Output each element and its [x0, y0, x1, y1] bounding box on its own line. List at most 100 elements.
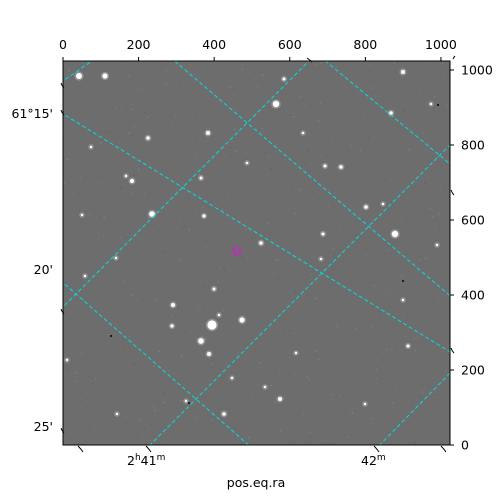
- noise-speck: [392, 330, 395, 332]
- noise-speck: [364, 416, 366, 418]
- star: [206, 131, 210, 135]
- noise-speck: [69, 126, 71, 128]
- noise-speck: [111, 290, 113, 292]
- noise-speck: [233, 94, 235, 96]
- noise-speck: [383, 328, 385, 331]
- noise-speck: [437, 156, 439, 158]
- noise-speck: [68, 69, 70, 72]
- noise-speck: [403, 294, 406, 296]
- noise-speck: [264, 152, 266, 154]
- noise-speck: [236, 213, 239, 216]
- noise-speck: [336, 66, 338, 68]
- noise-speck: [373, 219, 375, 221]
- noise-speck: [323, 160, 325, 162]
- noise-speck: [88, 428, 90, 431]
- noise-speck: [95, 174, 97, 176]
- noise-speck: [303, 413, 305, 415]
- noise-speck: [368, 137, 370, 139]
- noise-speck: [258, 177, 260, 179]
- noise-speck: [79, 177, 81, 179]
- star: [114, 256, 118, 260]
- noise-speck: [371, 280, 373, 283]
- noise-speck: [350, 111, 352, 113]
- star: [401, 298, 405, 302]
- noise-speck: [89, 165, 91, 167]
- noise-speck: [403, 347, 405, 349]
- noise-speck: [245, 149, 247, 151]
- noise-speck: [419, 429, 421, 431]
- star: [146, 136, 150, 140]
- star: [124, 174, 128, 178]
- noise-speck: [70, 381, 72, 383]
- noise-speck: [301, 85, 303, 87]
- noise-speck: [165, 132, 167, 135]
- grid-line: [173, 61, 450, 297]
- noise-speck: [270, 320, 272, 323]
- noise-speck: [429, 404, 432, 406]
- noise-speck: [349, 178, 351, 180]
- noise-speck: [74, 397, 77, 400]
- noise-speck: [74, 372, 77, 374]
- noise-speck: [384, 253, 386, 255]
- noise-speck: [108, 129, 110, 132]
- noise-speck: [420, 233, 423, 235]
- noise-speck: [262, 403, 265, 405]
- noise-speck: [273, 273, 275, 275]
- noise-speck: [145, 165, 147, 167]
- noise-speck: [194, 392, 196, 394]
- star: [115, 412, 119, 416]
- noise-speck: [322, 197, 324, 199]
- noise-speck: [404, 338, 406, 340]
- noise-speck: [444, 74, 446, 77]
- noise-speck: [307, 295, 309, 297]
- noise-speck: [232, 382, 235, 385]
- star: [401, 70, 405, 74]
- noise-speck: [375, 368, 377, 371]
- noise-speck: [370, 165, 372, 167]
- noise-speck: [417, 255, 419, 257]
- noise-speck: [433, 95, 435, 98]
- noise-speck: [169, 248, 171, 250]
- noise-speck: [177, 372, 179, 374]
- noise-speck: [400, 224, 402, 226]
- noise-speck: [165, 83, 167, 85]
- noise-speck: [171, 126, 173, 128]
- noise-speck: [140, 215, 142, 217]
- noise-speck: [365, 158, 368, 160]
- noise-speck: [241, 377, 243, 379]
- noise-speck: [67, 347, 70, 349]
- noise-speck: [213, 73, 216, 75]
- noise-speck: [236, 206, 238, 209]
- noise-speck: [361, 356, 364, 358]
- noise-speck: [376, 344, 378, 347]
- noise-speck: [153, 182, 155, 184]
- noise-speck: [176, 425, 178, 428]
- noise-speck: [183, 415, 185, 417]
- noise-speck: [323, 121, 325, 123]
- noise-speck: [132, 193, 134, 195]
- noise-speck: [97, 441, 99, 443]
- noise-speck: [218, 352, 220, 354]
- noise-speck: [287, 111, 289, 113]
- noise-speck: [95, 221, 97, 223]
- noise-speck: [418, 93, 421, 95]
- noise-speck: [102, 235, 105, 237]
- star: [89, 145, 93, 149]
- noise-speck: [202, 285, 204, 288]
- star: [149, 211, 155, 217]
- noise-speck: [221, 209, 223, 211]
- wcs-tick-marks: [60, 55, 456, 453]
- noise-speck: [405, 336, 407, 338]
- noise-speck: [381, 272, 383, 274]
- noise-speck: [365, 193, 367, 195]
- noise-speck: [309, 436, 311, 438]
- noise-speck: [318, 358, 320, 361]
- noise-speck: [225, 154, 227, 157]
- noise-speck: [270, 168, 272, 170]
- noise-speck: [288, 357, 290, 359]
- noise-speck: [376, 378, 378, 380]
- noise-speck: [180, 400, 182, 402]
- noise-speck: [403, 334, 405, 337]
- noise-speck: [96, 193, 98, 196]
- star: [239, 317, 245, 323]
